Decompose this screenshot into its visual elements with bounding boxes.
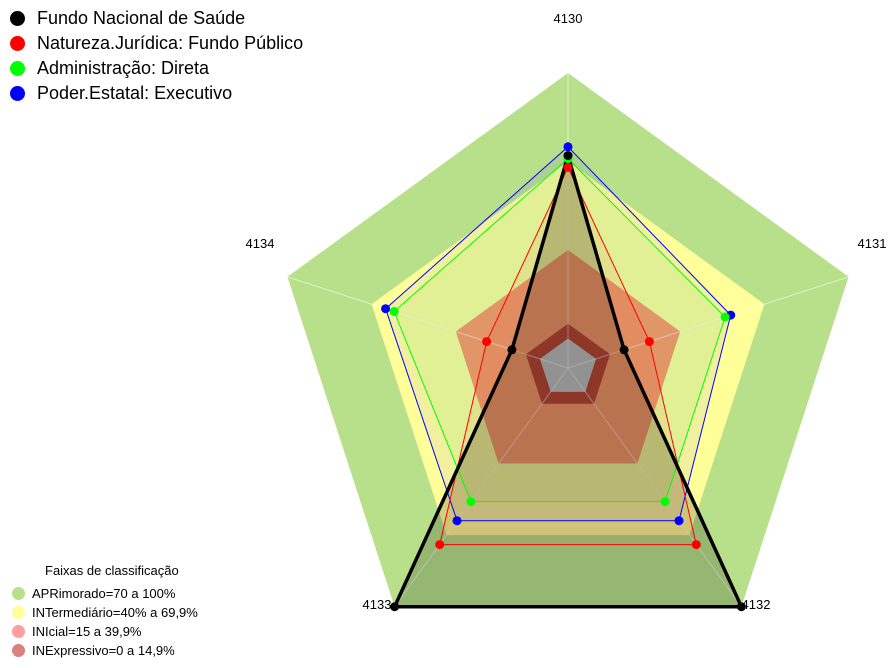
point-fundo-nacional-de-saude-4130 [563, 151, 573, 161]
classification-legend: Faixas de classificação APRimorado=70 a … [12, 562, 198, 660]
band-label-inicial: INIcial=15 a 39,9% [32, 624, 142, 639]
point-fundo-nacional-de-saude-4131 [619, 345, 629, 355]
point-natureza-juridica-fundo-publico-4131 [644, 337, 654, 347]
point-administracao-direta-4131 [720, 312, 730, 322]
point-poder-estatal-executivo-4134 [381, 304, 391, 314]
legend-item-administracao: Administração: Direta [10, 56, 303, 81]
point-poder-estatal-executivo-4130 [563, 142, 573, 152]
legend-label-poder-estatal: Poder.Estatal: Executivo [37, 83, 233, 103]
series-lines [385, 146, 744, 609]
band-legend-item-inicial: INIcial=15 a 39,9% [12, 622, 198, 641]
legend-label-administracao: Administração: Direta [37, 58, 210, 78]
legend-marker-administracao [10, 61, 25, 76]
axis-label-4130: 4130 [554, 11, 583, 26]
point-natureza-juridica-fundo-publico-4133 [435, 540, 445, 550]
classification-legend-title: Faixas de classificação [45, 563, 179, 578]
point-natureza-juridica-fundo-publico-4134 [482, 337, 492, 347]
band-swatch-inexpressivo [12, 644, 25, 657]
legend-marker-natureza-juridica [10, 36, 25, 51]
series-area-poder-estatal-executivo [385, 146, 731, 521]
axis-spoke-4133 [394, 367, 569, 607]
series-legend: Fundo Nacional de Saúde Natureza.Jurídic… [10, 6, 303, 106]
axis-label-4131: 4131 [858, 236, 887, 251]
point-natureza-juridica-fundo-publico-4130 [563, 162, 573, 172]
legend-label-fundo-nacional: Fundo Nacional de Saúde [37, 8, 246, 28]
point-poder-estatal-executivo-4133 [452, 516, 462, 526]
series-line-natureza-juridica-fundo-publico [439, 166, 697, 546]
radar-grid [287, 73, 849, 607]
point-administracao-direta-4133 [466, 497, 476, 507]
series-area-natureza-juridica-fundo-publico [439, 167, 697, 545]
axis-label-4134: 4134 [246, 236, 275, 251]
legend-label-natureza-juridica: Natureza.Jurídica: Fundo Público [37, 33, 304, 53]
legend-item-natureza-juridica: Natureza.Jurídica: Fundo Público [10, 31, 303, 56]
axis-label-4132: 4132 [742, 597, 771, 612]
point-poder-estatal-executivo-4132 [674, 516, 684, 526]
legend-item-fundo-nacional: Fundo Nacional de Saúde [10, 6, 303, 31]
band-swatch-inicial [12, 625, 25, 638]
band-legend-item-intermediario: INTermediário=40% a 69,9% [12, 603, 198, 622]
band-label-aprimorado: APRimorado=70 a 100% [32, 586, 176, 601]
series-fills [385, 146, 742, 607]
series-area-administracao-direta [394, 158, 726, 502]
axis-spoke-4134 [287, 276, 569, 369]
point-fundo-nacional-de-saude-4134 [507, 345, 517, 355]
legend-marker-fundo-nacional [10, 11, 25, 26]
legend-item-poder-estatal: Poder.Estatal: Executivo [10, 81, 303, 106]
point-administracao-direta-4134 [389, 307, 399, 316]
band-swatch-intermediario [12, 606, 25, 619]
band-label-intermediario: INTermediário=40% a 69,9% [32, 605, 198, 620]
axis-spoke-4132 [567, 367, 742, 607]
point-administracao-direta-4132 [660, 497, 670, 507]
band-label-inexpressivo: INExpressivo=0 a 14,9% [32, 643, 175, 658]
series-line-poder-estatal-executivo [385, 146, 732, 522]
band-legend-item-inexpressivo: INExpressivo=0 a 14,9% [12, 641, 198, 660]
series-points [381, 142, 746, 612]
point-fundo-nacional-de-saude-4132 [736, 602, 746, 612]
point-natureza-juridica-fundo-publico-4132 [691, 540, 701, 550]
axis-label-4133: 4133 [363, 597, 392, 612]
band-legend-item-aprimorado: APRimorado=70 a 100% [12, 584, 198, 603]
band-swatch-aprimorado [12, 587, 25, 600]
axis-labels: 4130 4131 4132 4133 4134 [246, 11, 887, 612]
series-line-fundo-nacional-de-saude [392, 153, 744, 609]
point-fundo-nacional-de-saude-4133 [390, 602, 400, 612]
axis-spoke-4131 [567, 276, 849, 369]
series-line-administracao-direta [393, 158, 726, 503]
legend-marker-poder-estatal [10, 86, 25, 101]
series-area-fundo-nacional-de-saude [394, 155, 742, 607]
